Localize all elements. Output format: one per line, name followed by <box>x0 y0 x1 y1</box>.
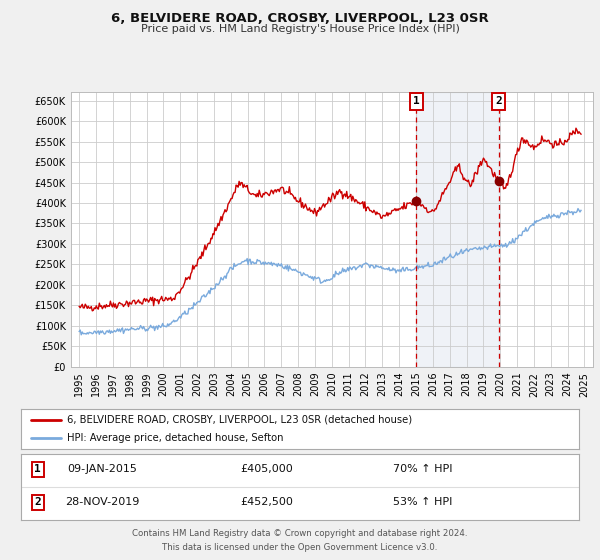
Text: Price paid vs. HM Land Registry's House Price Index (HPI): Price paid vs. HM Land Registry's House … <box>140 24 460 34</box>
Text: 2: 2 <box>34 497 41 507</box>
Text: 2: 2 <box>495 96 502 106</box>
Text: 28-NOV-2019: 28-NOV-2019 <box>65 497 139 507</box>
Text: 1: 1 <box>34 464 41 474</box>
Text: 70% ↑ HPI: 70% ↑ HPI <box>393 464 452 474</box>
Text: This data is licensed under the Open Government Licence v3.0.: This data is licensed under the Open Gov… <box>163 543 437 552</box>
Bar <box>416 92 499 367</box>
Text: Contains HM Land Registry data © Crown copyright and database right 2024.: Contains HM Land Registry data © Crown c… <box>132 529 468 538</box>
Text: 09-JAN-2015: 09-JAN-2015 <box>67 464 137 474</box>
Text: 53% ↑ HPI: 53% ↑ HPI <box>393 497 452 507</box>
Text: 6, BELVIDERE ROAD, CROSBY, LIVERPOOL, L23 0SR (detached house): 6, BELVIDERE ROAD, CROSBY, LIVERPOOL, L2… <box>67 415 412 424</box>
Text: HPI: Average price, detached house, Sefton: HPI: Average price, detached house, Seft… <box>67 433 283 443</box>
Text: 1: 1 <box>413 96 420 106</box>
Text: 6, BELVIDERE ROAD, CROSBY, LIVERPOOL, L23 0SR: 6, BELVIDERE ROAD, CROSBY, LIVERPOOL, L2… <box>111 12 489 25</box>
Text: £405,000: £405,000 <box>240 464 293 474</box>
Text: £452,500: £452,500 <box>240 497 293 507</box>
